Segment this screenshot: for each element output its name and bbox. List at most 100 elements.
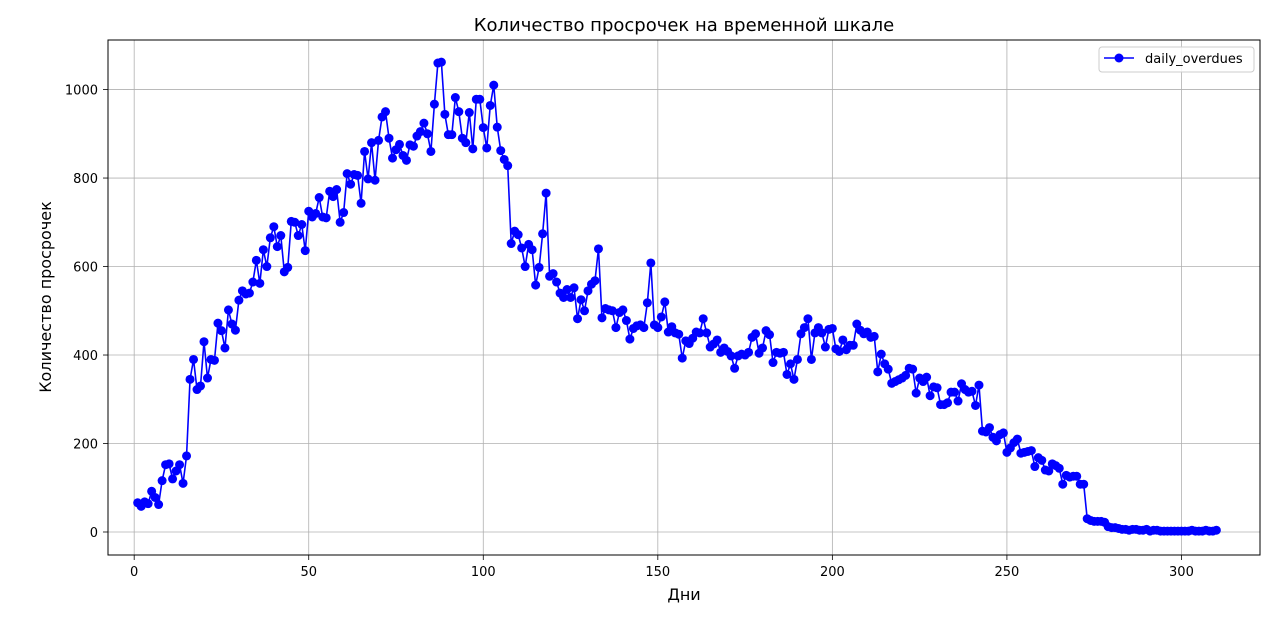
- series-layer: [133, 57, 1221, 536]
- data-point: [450, 93, 460, 103]
- data-point: [611, 323, 621, 333]
- data-point: [178, 478, 188, 488]
- data-point: [873, 367, 883, 377]
- data-point: [339, 208, 349, 218]
- data-point: [566, 293, 576, 302]
- y-tick-label: 800: [73, 172, 98, 187]
- data-point: [834, 346, 844, 356]
- y-tick-label: 1000: [65, 84, 98, 99]
- data-point: [276, 231, 286, 241]
- data-point: [744, 347, 754, 357]
- data-point: [562, 285, 572, 295]
- data-point: [695, 328, 705, 338]
- data-point: [415, 127, 425, 137]
- data-point: [394, 139, 404, 149]
- data-point: [401, 155, 411, 165]
- data-point: [293, 231, 303, 241]
- data-point: [943, 398, 953, 408]
- data-point: [157, 476, 167, 486]
- x-tick-label: 0: [130, 565, 138, 580]
- x-axis-label: Дни: [667, 585, 700, 604]
- data-point: [482, 143, 492, 153]
- legend-marker: [1114, 53, 1124, 63]
- data-point: [751, 329, 761, 339]
- data-point: [342, 169, 352, 179]
- data-point: [1054, 463, 1064, 473]
- data-point: [1037, 455, 1047, 465]
- y-tick-label: 600: [73, 261, 98, 276]
- data-point: [360, 146, 370, 156]
- data-point: [607, 306, 617, 316]
- x-tick-label: 150: [645, 565, 670, 580]
- data-point: [346, 179, 356, 189]
- data-point: [838, 335, 848, 345]
- data-point: [782, 369, 792, 379]
- data-point: [422, 129, 432, 139]
- data-point: [335, 217, 345, 227]
- data-point: [803, 314, 813, 324]
- data-point: [660, 297, 670, 307]
- data-point: [408, 141, 418, 151]
- data-point: [932, 383, 942, 393]
- data-point: [468, 144, 478, 154]
- data-point: [820, 342, 830, 352]
- data-point: [1072, 471, 1082, 481]
- data-point: [573, 314, 583, 324]
- data-point: [984, 423, 994, 433]
- data-point: [876, 349, 886, 359]
- data-point: [758, 343, 768, 353]
- data-point: [1079, 479, 1089, 489]
- data-point: [182, 451, 192, 461]
- data-point: [269, 222, 279, 232]
- data-point: [419, 118, 429, 128]
- data-point: [175, 460, 185, 470]
- data-point: [321, 213, 331, 223]
- legend-label: daily_overdues: [1145, 52, 1243, 67]
- x-axis: 0 50 100 150 200 250 300: [130, 555, 1194, 580]
- legend-box: [1098, 46, 1255, 73]
- data-point: [538, 229, 548, 239]
- data-point: [642, 298, 652, 308]
- data-point: [827, 323, 837, 333]
- x-tick-label: 100: [471, 565, 496, 580]
- data-point: [998, 428, 1008, 438]
- data-point: [583, 286, 593, 296]
- data-point: [464, 108, 474, 118]
- data-point: [698, 314, 708, 324]
- data-point: [314, 193, 324, 203]
- data-point: [478, 123, 488, 133]
- data-point: [789, 374, 799, 384]
- data-point: [548, 269, 558, 279]
- data-point: [353, 170, 363, 180]
- data-point: [332, 185, 342, 195]
- data-point: [618, 305, 628, 315]
- data-point: [597, 313, 607, 323]
- data-point: [185, 374, 195, 384]
- data-point: [953, 396, 963, 406]
- data-point: [552, 277, 562, 287]
- data-point: [925, 391, 935, 401]
- data-point: [653, 323, 663, 333]
- data-point: [447, 130, 457, 140]
- data-point: [967, 386, 977, 396]
- data-point: [922, 372, 932, 382]
- data-point: [768, 358, 778, 368]
- data-point: [646, 258, 656, 268]
- data-point: [883, 364, 893, 374]
- data-point: [388, 153, 398, 163]
- data-point: [216, 326, 226, 336]
- data-point: [517, 243, 527, 253]
- data-point: [300, 246, 310, 256]
- data-point: [255, 278, 265, 288]
- data-point: [311, 208, 321, 218]
- data-point: [272, 242, 282, 252]
- data-point: [677, 353, 687, 363]
- data-point: [189, 354, 199, 364]
- data-point: [213, 318, 223, 328]
- data-point: [196, 381, 206, 391]
- data-point: [461, 138, 471, 148]
- data-point: [328, 192, 338, 202]
- data-point: [164, 459, 174, 469]
- data-point: [258, 245, 268, 255]
